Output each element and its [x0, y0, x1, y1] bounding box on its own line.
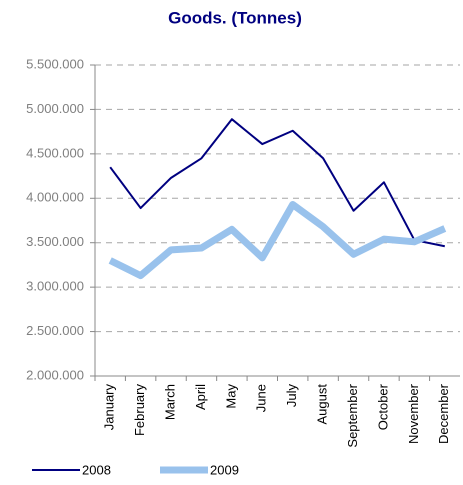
x-tick-label: July: [284, 384, 299, 408]
x-tick-label: January: [102, 384, 117, 431]
y-tick-label: 4.000.000: [26, 190, 84, 205]
chart-title: Goods. (Tonnes): [168, 8, 302, 27]
series-line: [108, 201, 447, 280]
x-tick-label: November: [406, 383, 421, 444]
legend-label: 2008: [82, 462, 111, 477]
x-tick-label: December: [436, 383, 451, 444]
y-tick-label: 3.500.000: [26, 234, 84, 249]
x-tick-label: March: [162, 384, 177, 420]
x-tick-label: August: [315, 384, 330, 425]
x-tick-label: October: [375, 383, 390, 430]
y-tick-label: 4.500.000: [26, 145, 84, 160]
y-tick-label: 5.000.000: [26, 101, 84, 116]
y-tick-label: 5.500.000: [26, 56, 84, 71]
x-tick-label: September: [345, 383, 360, 447]
y-tick-label: 2.500.000: [26, 323, 84, 338]
x-tick-label: April: [193, 384, 208, 410]
x-tick-label: June: [254, 384, 269, 412]
x-tick-label: February: [132, 384, 147, 437]
legend-label: 2009: [210, 462, 239, 477]
y-tick-label: 2.000.000: [26, 367, 84, 382]
series-line: [109, 118, 445, 248]
x-tick-label: May: [223, 384, 238, 409]
y-tick-label: 3.000.000: [26, 279, 84, 294]
